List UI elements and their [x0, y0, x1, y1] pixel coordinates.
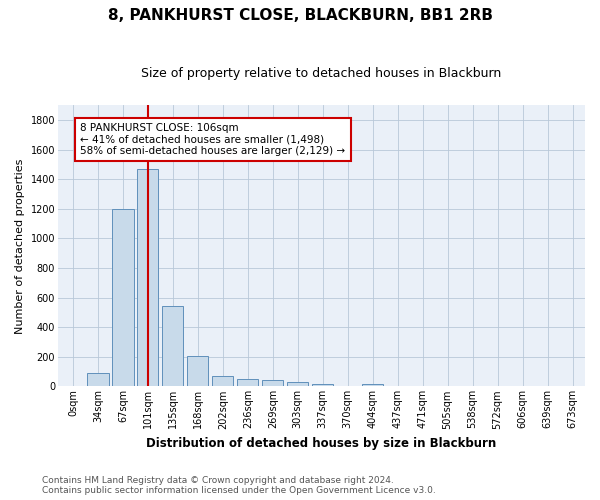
Bar: [287, 382, 308, 386]
Bar: [312, 384, 334, 386]
Bar: [187, 356, 208, 386]
Text: Contains HM Land Registry data © Crown copyright and database right 2024.
Contai: Contains HM Land Registry data © Crown c…: [42, 476, 436, 495]
Bar: [362, 384, 383, 386]
Y-axis label: Number of detached properties: Number of detached properties: [15, 158, 25, 334]
Bar: [137, 169, 158, 386]
Bar: [237, 379, 259, 386]
Bar: [212, 376, 233, 386]
Bar: [162, 306, 184, 386]
Title: Size of property relative to detached houses in Blackburn: Size of property relative to detached ho…: [142, 68, 502, 80]
Text: 8, PANKHURST CLOSE, BLACKBURN, BB1 2RB: 8, PANKHURST CLOSE, BLACKBURN, BB1 2RB: [107, 8, 493, 22]
Bar: [262, 380, 283, 386]
Bar: [88, 373, 109, 386]
X-axis label: Distribution of detached houses by size in Blackburn: Distribution of detached houses by size …: [146, 437, 497, 450]
Bar: [112, 209, 134, 386]
Text: 8 PANKHURST CLOSE: 106sqm
← 41% of detached houses are smaller (1,498)
58% of se: 8 PANKHURST CLOSE: 106sqm ← 41% of detac…: [80, 123, 346, 156]
